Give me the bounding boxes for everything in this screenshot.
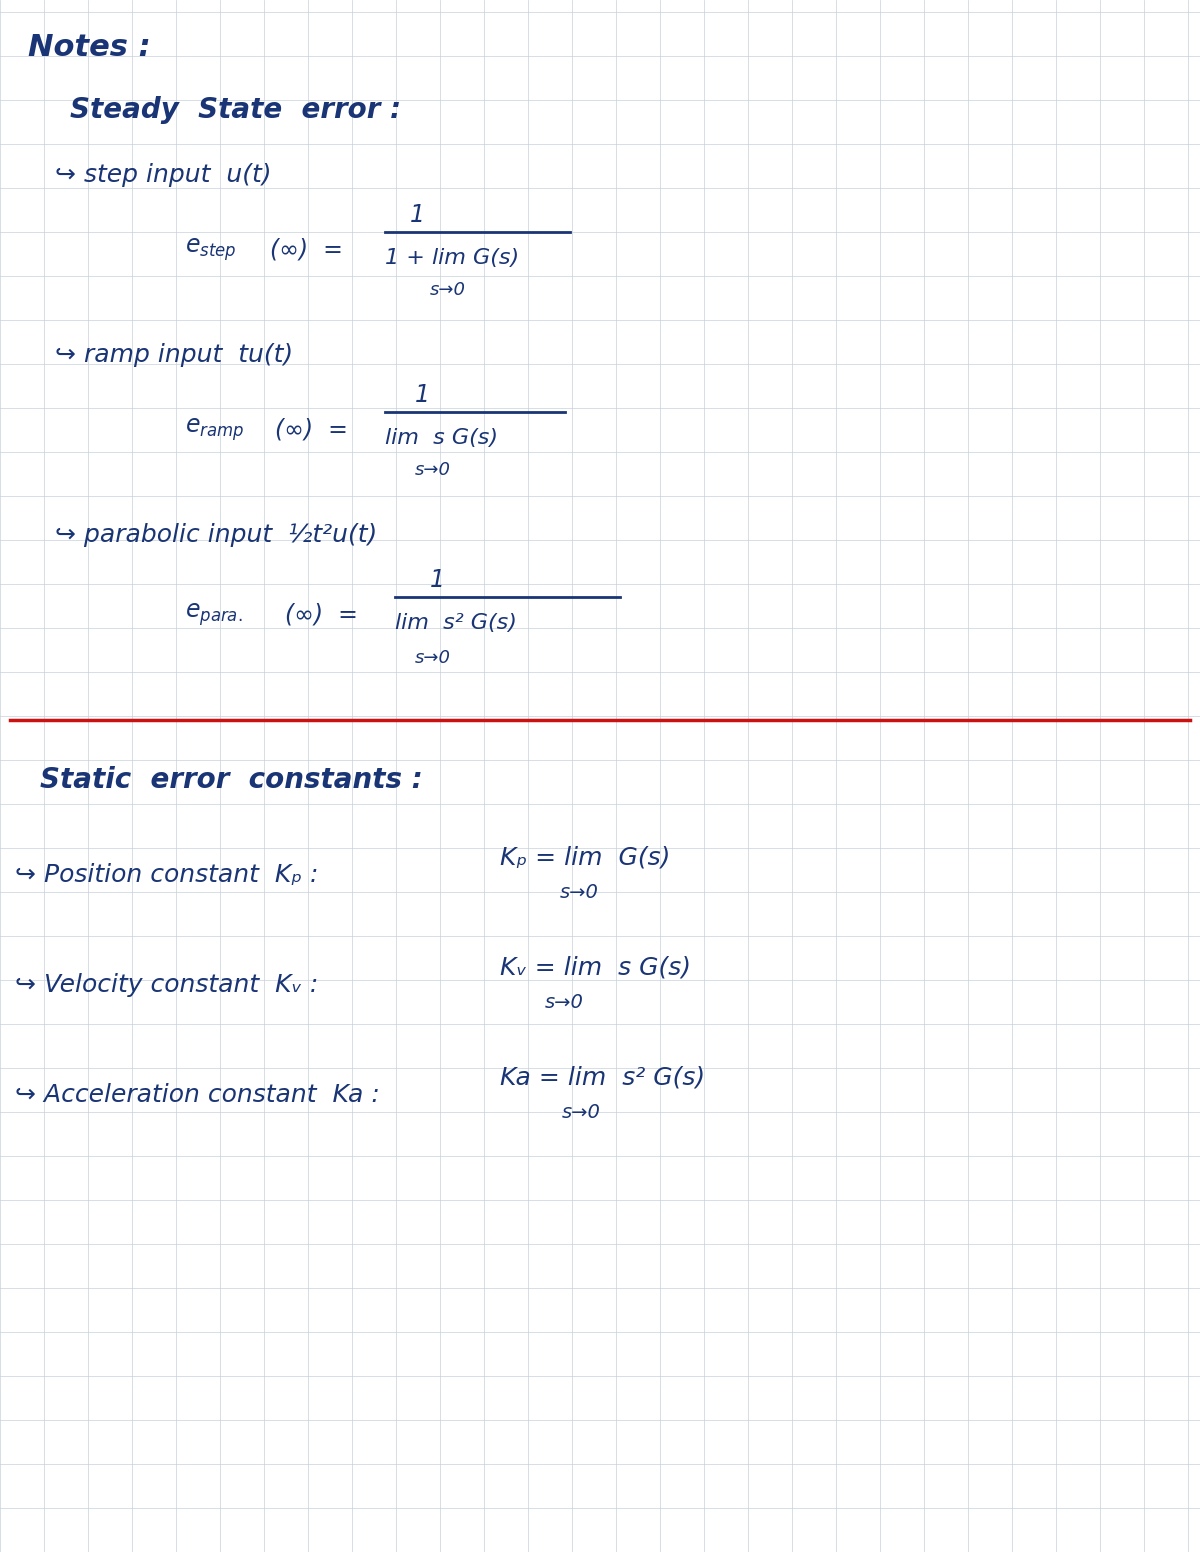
Text: ↪ ramp input  tu(t): ↪ ramp input tu(t) [55,343,293,366]
Text: lim  s G(s): lim s G(s) [385,428,498,449]
Text: ↪ step input  u(t): ↪ step input u(t) [55,163,271,186]
Text: s→0: s→0 [430,281,466,300]
Text: 1 + lim G(s): 1 + lim G(s) [385,248,520,268]
Text: s→0: s→0 [415,461,451,480]
Text: Kₚ = lim  G(s): Kₚ = lim G(s) [500,846,671,871]
Text: ↪ parabolic input  ½t²u(t): ↪ parabolic input ½t²u(t) [55,523,377,546]
Text: s→0: s→0 [562,1103,601,1122]
Text: $e_{step}$: $e_{step}$ [185,236,236,264]
Text: $e_{ramp}$: $e_{ramp}$ [185,416,245,444]
Text: Notes :: Notes : [28,34,151,62]
Text: lim  s² G(s): lim s² G(s) [395,613,517,633]
Text: ↪ Velocity constant  Kᵥ :: ↪ Velocity constant Kᵥ : [14,973,318,996]
Text: ↪ Acceleration constant  Ka :: ↪ Acceleration constant Ka : [14,1083,379,1107]
Text: ↪ Position constant  Kₚ :: ↪ Position constant Kₚ : [14,863,318,888]
Text: Steady  State  error :: Steady State error : [70,96,401,124]
Text: s→0: s→0 [560,883,599,903]
Text: $e_{para.}$: $e_{para.}$ [185,602,242,629]
Text: Kᵥ = lim  s G(s): Kᵥ = lim s G(s) [500,956,691,979]
Text: (∞)  =: (∞) = [286,604,358,627]
Text: Static  error  constants :: Static error constants : [40,767,422,795]
Text: s→0: s→0 [415,649,451,667]
Text: (∞)  =: (∞) = [270,237,343,262]
Text: 1: 1 [415,383,430,407]
Text: 1: 1 [410,203,425,227]
Text: 1: 1 [430,568,445,591]
Text: s→0: s→0 [545,993,584,1012]
Text: (∞)  =: (∞) = [275,417,348,442]
Text: Ka = lim  s² G(s): Ka = lim s² G(s) [500,1066,706,1090]
